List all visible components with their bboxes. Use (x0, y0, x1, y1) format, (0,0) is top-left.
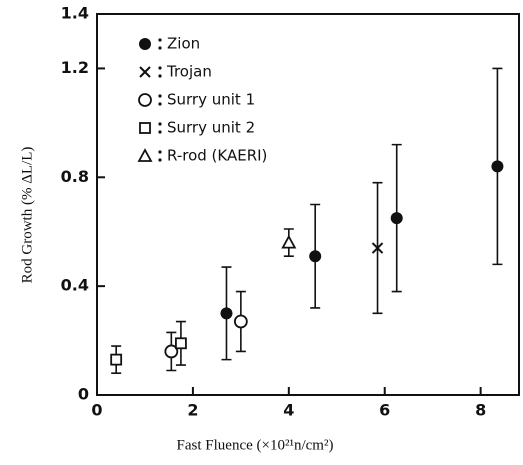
y-axis-label: Rod Growth (% ΔL/L) (19, 147, 35, 284)
legend-colon (158, 46, 162, 50)
y-tick-label: 1.4 (61, 4, 89, 23)
x-tick-label: 2 (187, 401, 198, 420)
legend-label: Surry unit 2 (167, 119, 255, 137)
data-point (233, 314, 248, 329)
data-point (175, 337, 187, 350)
legend-colon (158, 74, 162, 78)
x-tick-label: 0 (91, 401, 102, 420)
y-tick-label: 0.4 (61, 276, 89, 295)
legend-label: Trojan (166, 63, 212, 81)
y-tick-label: 0 (78, 385, 89, 404)
legend-label: Zion (167, 35, 200, 53)
data-point (110, 353, 123, 366)
y-tick-label: 1.2 (61, 58, 89, 77)
data-point (220, 307, 233, 320)
x-tick-label: 8 (475, 401, 486, 420)
legend-marker (139, 66, 151, 78)
x-tick-label: 6 (379, 401, 390, 420)
y-tick-label: 0.8 (61, 167, 89, 186)
legend-marker (137, 148, 153, 162)
legend-marker (139, 38, 151, 50)
x-axis-label: Fast Fluence (×10²¹n/cm²) (177, 437, 334, 453)
legend-colon (158, 38, 162, 42)
plot-frame (96, 13, 520, 396)
legend-colon (158, 66, 162, 70)
legend-colon (158, 94, 162, 98)
legend-label: R-rod (KAERI) (167, 147, 267, 165)
legend-label: Surry unit 1 (167, 91, 255, 109)
legend-colon (158, 158, 162, 162)
legend-marker (139, 122, 151, 134)
x-tick-label: 4 (283, 401, 294, 420)
data-point (390, 212, 403, 225)
legend-marker (138, 93, 152, 107)
data-point (281, 234, 297, 249)
data-point (309, 250, 322, 263)
data-point (371, 242, 384, 254)
data-point (164, 344, 179, 359)
legend-colon (158, 150, 162, 154)
legend-colon (158, 102, 162, 106)
data-point (491, 160, 504, 173)
legend-colon (158, 122, 162, 126)
legend-colon (158, 130, 162, 134)
